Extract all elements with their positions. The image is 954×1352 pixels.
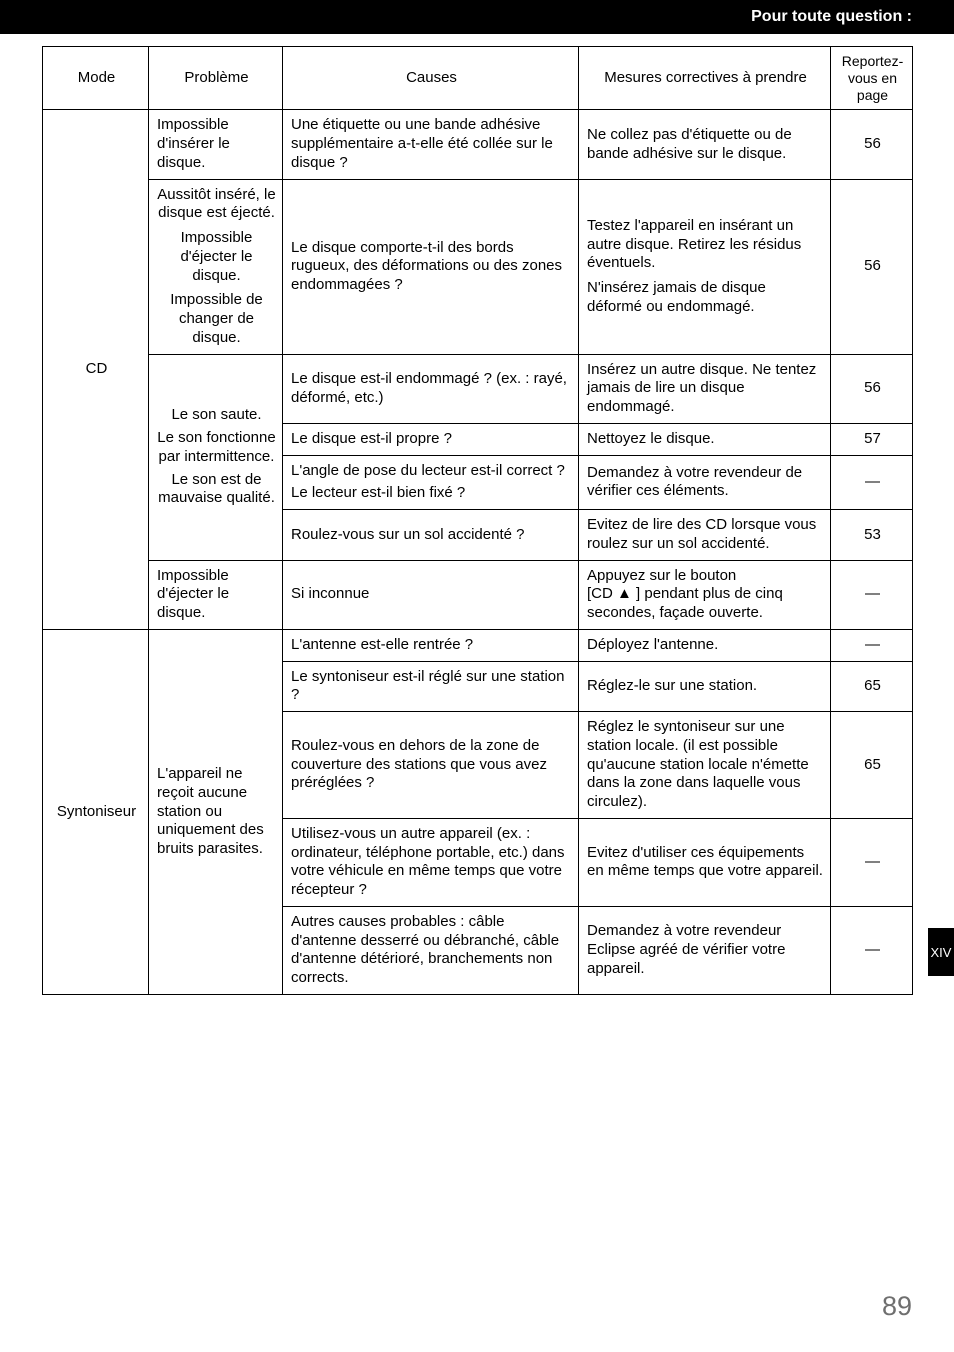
tuner-r5-page: — <box>831 906 913 994</box>
cd-problem-eject-group: Aussitôt inséré, le disque est éjecté. I… <box>149 179 283 354</box>
tuner-r5-mesure: Demandez à votre revendeur Eclipse agréé… <box>579 906 831 994</box>
cd-r4-cause: Le disque est-il propre ? <box>283 423 579 455</box>
cd-r6-cause: Roulez-vous sur un sol accidenté ? <box>283 510 579 561</box>
cd-r7-mesure-a: Appuyez sur le bouton <box>587 567 824 586</box>
cd-r1-page: 56 <box>831 110 913 179</box>
cd-r3-mesure: Insérez un autre disque. Ne tentez jamai… <box>579 354 831 423</box>
tuner-r1-cause: L'antenne est-elle rentrée ? <box>283 629 579 661</box>
cd-p1c: Impossible d'éjecter le disque. <box>157 229 276 285</box>
troubleshooting-table: Mode Problème Causes Mesures correctives… <box>42 46 913 995</box>
tuner-problem: L'appareil ne reçoit aucune station ou u… <box>149 629 283 994</box>
cd-p1d: Impossible de changer de disque. <box>157 291 276 347</box>
cd-r1-mesure: Ne collez pas d'étiquette ou de bande ad… <box>579 110 831 179</box>
table-row: CD Impossible d'insérer le disque. Une é… <box>43 110 913 179</box>
table-row: Syntoniseur L'appareil ne reçoit aucune … <box>43 629 913 661</box>
cd-r5-cause-a: L'angle de pose du lecteur est-il correc… <box>291 462 572 481</box>
tuner-r3-mesure: Réglez le syntoniseur sur une station lo… <box>579 712 831 819</box>
cd-r2-page: 56 <box>831 179 913 354</box>
tuner-r4-cause: Utilisez-vous un autre appareil (ex. : o… <box>283 818 579 906</box>
cd-r2-mesure-b: N'insérez jamais de disque déformé ou en… <box>587 279 824 317</box>
th-causes: Causes <box>283 47 579 110</box>
cd-p2a: Le son saute. <box>157 406 276 425</box>
tuner-r3-cause: Roulez-vous en dehors de la zone de couv… <box>283 712 579 819</box>
cd-problem-sound-group: Le son saute. Le son fonctionne par inte… <box>149 354 283 560</box>
cd-r3-page: 56 <box>831 354 913 423</box>
cd-r7-cause: Si inconnue <box>283 560 579 629</box>
mode-cd: CD <box>43 110 149 630</box>
th-mesures: Mesures correctives à prendre <box>579 47 831 110</box>
cd-p3: Impossible d'éjecter le disque. <box>149 560 283 629</box>
table-row: Aussitôt inséré, le disque est éjecté. I… <box>43 179 913 354</box>
tuner-r2-page: 65 <box>831 661 913 712</box>
tuner-r1-page: — <box>831 629 913 661</box>
cd-p2c: Le son est de mauvaise qualité. <box>157 471 276 509</box>
tuner-r5-mesure-a: Demandez à votre revendeur <box>587 922 824 941</box>
tuner-r1-mesure: Déployez l'antenne. <box>579 629 831 661</box>
cd-p2b: Le son fonctionne par intermittence. <box>157 429 276 467</box>
cd-problem-insert: Impossible d'insérer le disque. <box>149 110 283 179</box>
th-page: Reportez-vous en page <box>831 47 913 110</box>
cd-r7-mesure-b: [CD ▲ ] pendant plus de cinq secondes, f… <box>587 585 824 623</box>
mode-tuner: Syntoniseur <box>43 629 149 994</box>
table-row: Impossible d'éjecter le disque. Si incon… <box>43 560 913 629</box>
cd-r7-page: — <box>831 560 913 629</box>
cd-p1b: Aussitôt inséré, le disque est éjecté. <box>157 186 276 224</box>
cd-r4-page: 57 <box>831 423 913 455</box>
table-header-row: Mode Problème Causes Mesures correctives… <box>43 47 913 110</box>
tuner-r4-mesure: Evitez d'utiliser ces équipements en mêm… <box>579 818 831 906</box>
tuner-r2-cause: Le syntoniseur est-il réglé sur une stat… <box>283 661 579 712</box>
th-probleme: Problème <box>149 47 283 110</box>
cd-r3-cause: Le disque est-il endommagé ? (ex. : rayé… <box>283 354 579 423</box>
th-mode: Mode <box>43 47 149 110</box>
cd-r2-mesure: Testez l'appareil en insérant un autre d… <box>579 179 831 354</box>
table-row: Le son saute. Le son fonctionne par inte… <box>43 354 913 423</box>
cd-r1-cause: Une étiquette ou une bande adhésive supp… <box>283 110 579 179</box>
header-title: Pour toute question : <box>751 8 912 26</box>
tuner-r5-cause: Autres causes probables : câble d'antenn… <box>283 906 579 994</box>
header-band: Pour toute question : <box>0 0 954 34</box>
cd-r2-mesure-a: Testez l'appareil en insérant un autre d… <box>587 217 824 273</box>
cd-r5-cause: L'angle de pose du lecteur est-il correc… <box>283 455 579 510</box>
side-tab: XIV <box>928 928 954 976</box>
cd-r4-mesure: Nettoyez le disque. <box>579 423 831 455</box>
cd-r5-mesure: Demandez à votre revendeur de vérifier c… <box>579 455 831 510</box>
cd-r5-page: — <box>831 455 913 510</box>
tuner-r2-mesure: Réglez-le sur une station. <box>579 661 831 712</box>
page-number: 89 <box>882 1291 912 1322</box>
content: Mode Problème Causes Mesures correctives… <box>0 34 954 995</box>
cd-r2-cause: Le disque comporte-t-il des bords rugueu… <box>283 179 579 354</box>
cd-r5-cause-b: Le lecteur est-il bien fixé ? <box>291 484 572 503</box>
cd-r7-mesure: Appuyez sur le bouton [CD ▲ ] pendant pl… <box>579 560 831 629</box>
cd-p1a: Impossible d'insérer le disque. <box>157 116 230 171</box>
cd-r6-page: 53 <box>831 510 913 561</box>
tuner-r5-mesure-b: Eclipse agréé de vérifier votre appareil… <box>587 941 824 979</box>
cd-r6-mesure: Evitez de lire des CD lorsque vous roule… <box>579 510 831 561</box>
tuner-r3-page: 65 <box>831 712 913 819</box>
tuner-r4-page: — <box>831 818 913 906</box>
